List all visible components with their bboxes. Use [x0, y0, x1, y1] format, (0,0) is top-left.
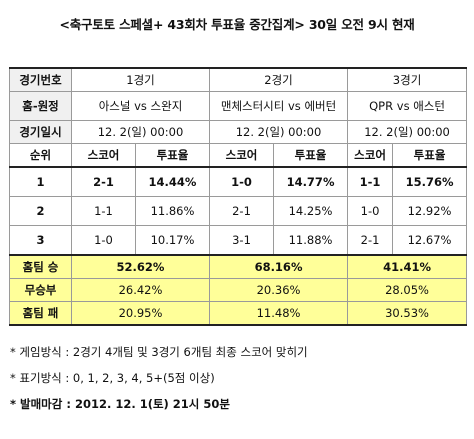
datetime-label: 경기일시 — [9, 120, 72, 144]
vote-cell: 15.76% — [392, 166, 468, 197]
game-2-home-win: 68.16% — [209, 254, 349, 279]
score-cell: 2-1 — [209, 196, 275, 226]
rank-header: 순위 — [9, 143, 72, 168]
page-title: <축구토토 스페셜+ 43회차 투표율 중간집계> 30일 오전 9시 현재 — [59, 17, 415, 32]
game-3-draw: 28.05% — [347, 278, 468, 302]
vote-cell: 11.88% — [273, 225, 349, 256]
game-2-vote-header: 투표율 — [273, 143, 349, 168]
vote-cell: 14.25% — [273, 196, 349, 226]
game-1-score-header: 스코어 — [71, 143, 136, 168]
vote-cell: 12.67% — [392, 225, 468, 256]
game-3-datetime: 12. 2(일) 00:00 — [347, 120, 468, 144]
datetime-row: 경기일시 12. 2(일) 00:00 12. 2(일) 00:00 12. 2… — [9, 120, 468, 144]
game-2-matchup: 맨체스터시티 vs 에버턴 — [209, 91, 349, 121]
score-cell: 1-0 — [71, 225, 136, 256]
note-sales-deadline: * 발매마감 : 2012. 12. 1(토) 21시 50분 — [10, 397, 230, 411]
vote-rate-table: 경기번호 1경기 2경기 3경기 홈-원정 아스널 vs 스완지 맨체스터시티 … — [9, 67, 468, 326]
game-1-home-loss: 20.95% — [70, 301, 211, 326]
game-3-matchup: QPR vs 애스턴 — [347, 91, 468, 121]
home-win-label: 홈팀 승 — [9, 254, 72, 279]
game-2-datetime: 12. 2(일) 00:00 — [209, 120, 349, 144]
home-loss-row: 홈팀 패 20.95% 11.48% 30.53% — [9, 301, 468, 326]
score-cell: 1-1 — [347, 166, 394, 197]
notes: * 게임방식 : 2경기 4개팀 및 3경기 6개팀 최종 스코어 맞히기 * … — [10, 345, 470, 423]
rank-cell: 2 — [9, 196, 72, 226]
game-number-row: 경기번호 1경기 2경기 3경기 — [9, 67, 468, 92]
score-cell: 1-0 — [209, 166, 275, 197]
game-2-home-loss: 11.48% — [209, 301, 349, 326]
matchup-row: 홈-원정 아스널 vs 스완지 맨체스터시티 vs 에버턴 QPR vs 애스턴 — [9, 91, 468, 121]
column-header-row: 순위 스코어 투표율 스코어 투표율 스코어 투표율 — [9, 143, 468, 168]
vote-cell: 10.17% — [134, 225, 211, 256]
game-2-header: 2경기 — [209, 67, 349, 92]
score-cell: 2-1 — [71, 166, 136, 197]
game-1-datetime: 12. 2(일) 00:00 — [70, 120, 211, 144]
game-1-draw: 26.42% — [70, 278, 211, 302]
table-row: 1 2-1 14.44% 1-0 14.77% 1-1 15.76% — [9, 166, 468, 197]
table-row: 2 1-1 11.86% 2-1 14.25% 1-0 12.92% — [9, 196, 468, 226]
game-3-header: 3경기 — [347, 67, 468, 92]
draw-row: 무승부 26.42% 20.36% 28.05% — [9, 278, 468, 302]
game-number-label: 경기번호 — [9, 67, 72, 92]
rank-cell: 3 — [9, 225, 72, 256]
rank-cell: 1 — [9, 166, 72, 197]
vote-cell: 11.86% — [134, 196, 211, 226]
home-loss-label: 홈팀 패 — [9, 301, 72, 326]
table-row: 3 1-0 10.17% 3-1 11.88% 2-1 12.67% — [9, 225, 468, 256]
score-cell: 2-1 — [347, 225, 394, 256]
draw-label: 무승부 — [9, 278, 72, 302]
game-1-header: 1경기 — [70, 67, 211, 92]
game-1-vote-header: 투표율 — [134, 143, 211, 168]
home-win-row: 홈팀 승 52.62% 68.16% 41.41% — [9, 254, 468, 279]
game-1-home-win: 52.62% — [70, 254, 211, 279]
vote-cell: 14.77% — [273, 166, 349, 197]
matchup-label: 홈-원정 — [9, 91, 72, 121]
game-2-draw: 20.36% — [209, 278, 349, 302]
score-cell: 3-1 — [209, 225, 275, 256]
game-1-matchup: 아스널 vs 스완지 — [70, 91, 211, 121]
score-cell: 1-1 — [71, 196, 136, 226]
game-3-score-header: 스코어 — [347, 143, 394, 168]
game-3-home-loss: 30.53% — [347, 301, 468, 326]
note-game-method: * 게임방식 : 2경기 4개팀 및 3경기 6개팀 최종 스코어 맞히기 — [10, 345, 308, 359]
game-3-vote-header: 투표율 — [392, 143, 468, 168]
vote-cell: 14.44% — [134, 166, 211, 197]
note-notation: * 표기방식 : 0, 1, 2, 3, 4, 5+(5점 이상) — [10, 371, 215, 385]
vote-cell: 12.92% — [392, 196, 468, 226]
game-3-home-win: 41.41% — [347, 254, 468, 279]
score-cell: 1-0 — [347, 196, 394, 226]
game-2-score-header: 스코어 — [209, 143, 275, 168]
